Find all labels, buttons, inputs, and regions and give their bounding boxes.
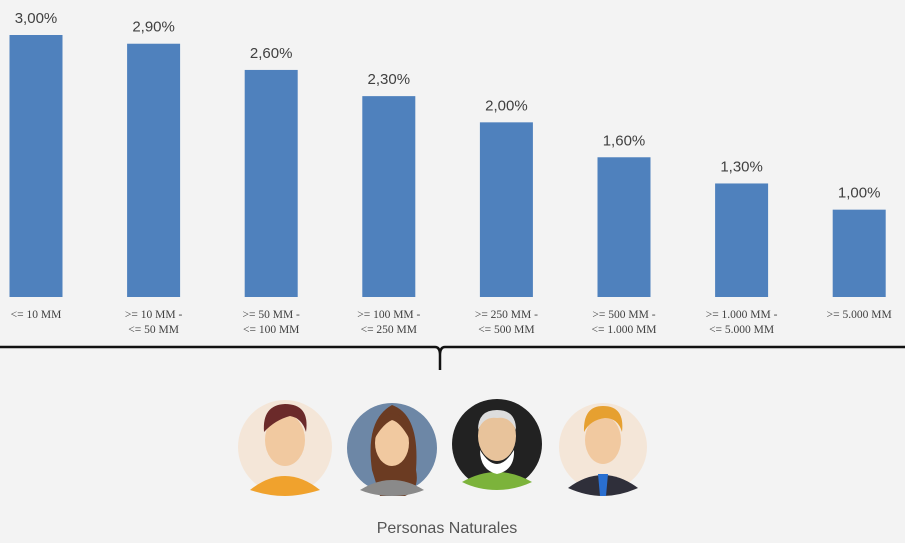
x-tick-label: >= 500 MM -	[592, 309, 655, 321]
caption: Personas Naturales	[377, 520, 518, 537]
value-label: 2,60%	[250, 45, 293, 62]
value-label: 1,30%	[720, 158, 763, 175]
value-label: 1,00%	[838, 185, 881, 202]
value-label: 3,00%	[15, 10, 58, 27]
x-tick-label: >= 10 MM -	[125, 309, 183, 321]
value-label: 1,60%	[603, 132, 646, 149]
value-label: 2,90%	[132, 19, 175, 36]
bar	[362, 96, 415, 297]
bar	[598, 157, 651, 297]
x-tick-label: >= 1.000 MM -	[706, 309, 778, 321]
x-tick-label: <= 5.000 MM	[709, 324, 774, 336]
bar	[10, 35, 63, 297]
x-tick-label: <= 50 MM	[128, 324, 179, 336]
x-tick-label: <= 1.000 MM	[591, 324, 656, 336]
chart: Personas Naturales 3,00% <= 10 MM 2,90% >= …	[0, 0, 905, 543]
bar	[245, 70, 298, 297]
x-tick-label: >= 100 MM -	[357, 309, 420, 321]
value-label: 2,00%	[485, 97, 528, 114]
bar	[127, 44, 180, 297]
x-tick-label: <= 10 MM	[11, 309, 62, 321]
bar	[715, 183, 768, 297]
page: Personas Naturales 3,00% <= 10 MM 2,90% >= …	[0, 0, 905, 543]
x-tick-label: >= 50 MM -	[243, 309, 301, 321]
x-tick-label: <= 500 MM	[478, 324, 534, 336]
x-tick-label: <= 100 MM	[243, 324, 299, 336]
bar	[833, 210, 886, 297]
x-tick-label: <= 250 MM	[361, 324, 417, 336]
x-tick-label: >= 5.000 MM	[827, 309, 892, 321]
value-label: 2,30%	[368, 71, 411, 88]
x-tick-label: >= 250 MM -	[475, 309, 538, 321]
bar	[480, 122, 533, 297]
